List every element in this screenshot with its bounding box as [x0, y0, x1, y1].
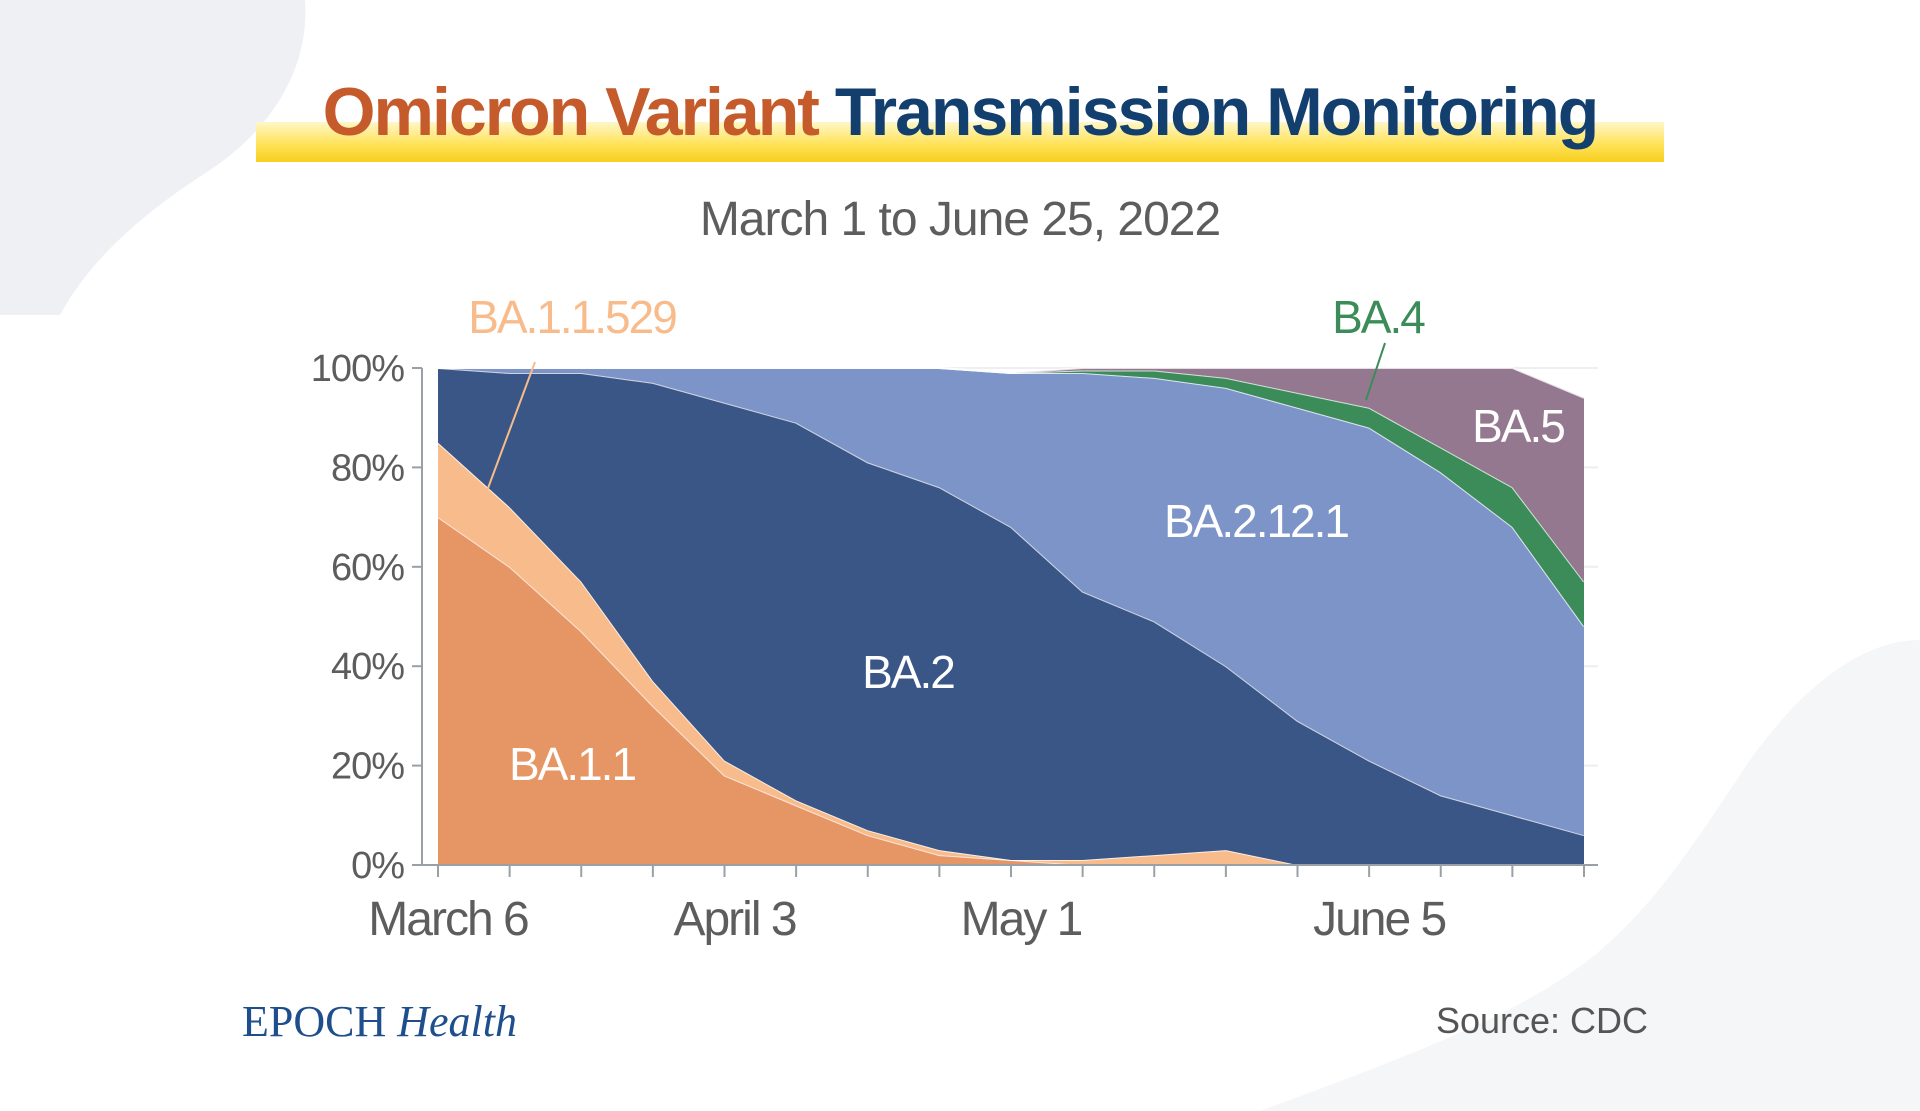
background-blob-top-left	[0, 0, 306, 315]
y-tick-label: 20%	[331, 746, 404, 788]
background-blob-bottom-right	[1260, 640, 1920, 1111]
x-tick-label: April 3	[673, 893, 795, 946]
callout-line-ba-4	[1365, 342, 1386, 401]
x-tick-label: June 5	[1313, 893, 1445, 946]
chart-subtitle: March 1 to June 25, 2022	[699, 193, 1221, 246]
y-tick-label: 0%	[351, 845, 404, 887]
series-label-ba-1-1-529: BA.1.1.529	[468, 291, 676, 343]
page-title: Omicron Variant Transmission Monitoring	[256, 62, 1664, 162]
y-tick-label: 100%	[311, 348, 404, 390]
title-highlight-bar	[256, 122, 1664, 162]
logo-epoch-text: EPOCH	[242, 997, 387, 1046]
y-tick-label: 60%	[331, 547, 404, 589]
area-layer	[437, 367, 1585, 866]
x-tick-label: March 6	[368, 893, 528, 946]
title-banner: Omicron Variant Transmission Monitoring	[256, 62, 1664, 162]
source-note: Source: CDC	[1435, 1000, 1648, 1041]
callout-line-ba-1-1-529	[477, 361, 536, 516]
series-label-ba-2: BA.2	[862, 646, 954, 698]
x-tick-label: May 1	[961, 893, 1082, 946]
series-label-ba-2-12-1: BA.2.12.1	[1164, 495, 1348, 547]
area-ba-2	[438, 368, 1584, 865]
area-ba-2-12-1	[438, 368, 1584, 836]
series-label-ba-1-1: BA.1.1	[509, 738, 636, 790]
area-ba-5	[438, 368, 1584, 582]
series-label-ba-5: BA.5	[1472, 400, 1564, 452]
area-ba-1-1	[438, 517, 1584, 865]
y-tick-label: 80%	[331, 447, 404, 489]
title-part-variant: Omicron Variant	[322, 74, 820, 150]
series-label-ba-4: BA.4	[1332, 291, 1425, 343]
y-tick-label: 40%	[331, 646, 404, 688]
epoch-health-logo: EPOCH Health	[242, 996, 517, 1047]
title-part-monitoring: Transmission Monitoring	[834, 74, 1599, 150]
axis-layer: 0% 20% 40% 60% 80% 100% March 6 April 3 May 1 Jun…	[311, 348, 1598, 946]
boundary-ba-5	[438, 367, 1585, 399]
logo-health-text: Health	[397, 997, 518, 1046]
series-label-layer: BA.1.1 BA.2 BA.2.12.1 BA.5 BA.1.1.529 BA.4	[468, 291, 1566, 790]
